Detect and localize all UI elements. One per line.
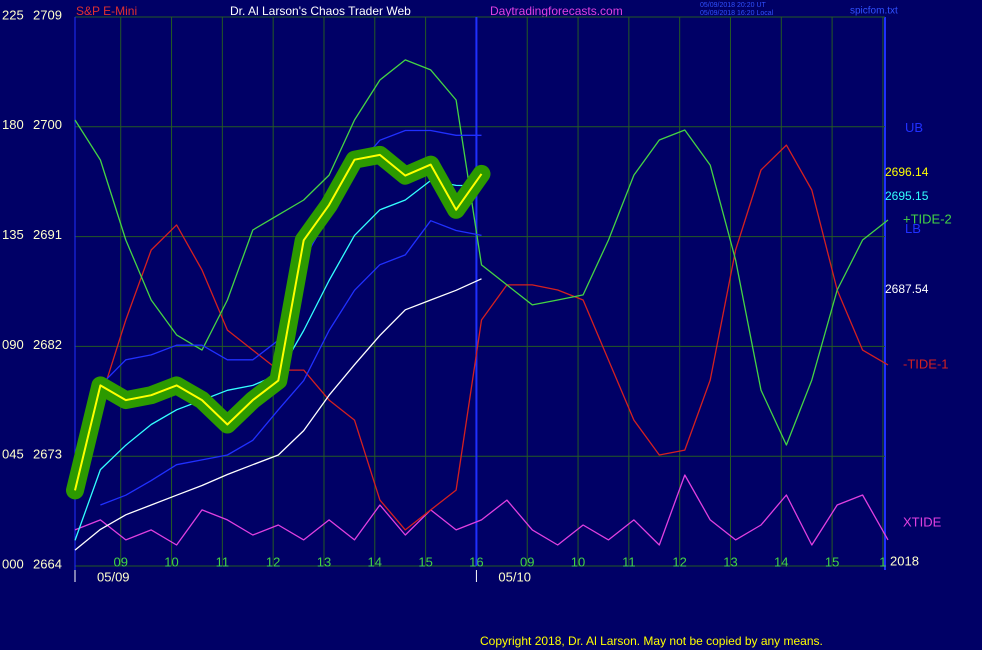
- series-label: +TIDE-2: [903, 211, 952, 226]
- x-tick-label: 10: [164, 554, 178, 569]
- date-label: 05/10: [498, 569, 531, 584]
- series-line: [74, 153, 483, 491]
- y-tick-label: 2709: [33, 7, 62, 22]
- x-tick-label: 13: [723, 554, 737, 569]
- x-tick-label: 1: [879, 554, 886, 569]
- chart-title: Dr. Al Larson's Chaos Trader Web: [230, 4, 411, 18]
- y2-tick-label: 180: [2, 117, 24, 132]
- x-tick-label: 11: [622, 554, 636, 569]
- y2-tick-label: 090: [2, 337, 24, 352]
- x-tick-label: 12: [672, 554, 686, 569]
- y-tick-label: 2691: [33, 227, 62, 242]
- y2-tick-label: 135: [2, 227, 24, 242]
- x-tick-label: 10: [571, 554, 585, 569]
- series-line: [74, 278, 482, 551]
- series-label: UB: [905, 120, 923, 135]
- series-label: -TIDE-1: [903, 356, 949, 371]
- x-tick-label: 14: [368, 554, 382, 569]
- timestamp: 05/09/2018 20:20 UT: [700, 2, 766, 9]
- website: Daytradingforecasts.com: [490, 4, 623, 18]
- date-label: 05/09: [97, 569, 130, 584]
- year-label: 2018: [890, 553, 919, 568]
- y2-tick-label: 045: [2, 447, 24, 462]
- timestamp: 05/09/2018 16:20 Local: [700, 10, 774, 17]
- copyright: Copyright 2018, Dr. Al Larson. May not b…: [480, 634, 823, 648]
- last-value-label: 2696.14: [885, 165, 929, 179]
- last-value-label: 2687.54: [885, 282, 929, 296]
- series-line: [100, 220, 482, 506]
- series-line: [74, 59, 889, 446]
- last-value-label: 2695.15: [885, 189, 929, 203]
- x-tick-label: 09: [520, 554, 534, 569]
- series-label: XTIDE: [903, 514, 942, 529]
- y2-tick-label: 000: [2, 556, 24, 571]
- y-tick-label: 2673: [33, 447, 62, 462]
- file-name: spicfom.txt: [850, 6, 898, 17]
- y2-tick-label: 225: [2, 7, 24, 22]
- chart-subtitle: S&P E-Mini: [76, 4, 137, 18]
- y-tick-label: 2664: [33, 556, 62, 571]
- series-line: [74, 474, 889, 546]
- y-tick-label: 2700: [33, 117, 62, 132]
- series-label: LB: [905, 221, 921, 236]
- series-line: [74, 144, 889, 531]
- y-tick-label: 2682: [33, 337, 62, 352]
- x-tick-label: 15: [825, 554, 839, 569]
- x-tick-label: 12: [266, 554, 280, 569]
- x-tick-label: 13: [317, 554, 331, 569]
- x-tick-label: 15: [418, 554, 432, 569]
- x-tick-label: 14: [774, 554, 788, 569]
- x-tick-label: 09: [113, 554, 127, 569]
- x-tick-label: 11: [216, 554, 230, 569]
